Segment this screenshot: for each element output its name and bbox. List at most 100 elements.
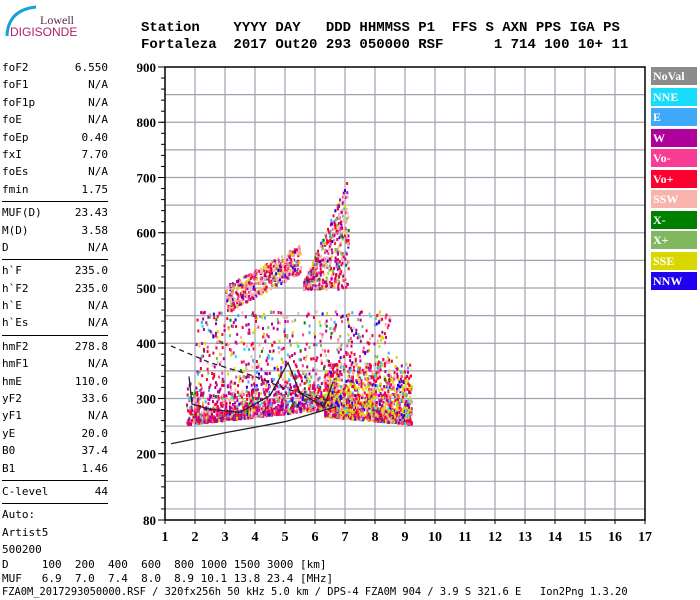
echo-point [340, 402, 343, 406]
echo-point [231, 282, 234, 286]
echo-point [206, 323, 209, 327]
echo-point [308, 345, 311, 349]
echo-point [221, 384, 224, 387]
echo-point [280, 396, 283, 400]
echo-point [293, 401, 296, 405]
echo-point [270, 270, 273, 273]
echo-point [242, 375, 245, 379]
echo-point [296, 394, 299, 398]
echo-point [252, 285, 255, 289]
echo-point [379, 387, 382, 390]
echo-point [186, 405, 189, 409]
echo-point [320, 344, 322, 348]
echo-point [382, 393, 385, 397]
echo-point [389, 319, 392, 323]
echo-point [253, 291, 256, 295]
echo-point [321, 335, 324, 339]
echo-point [239, 413, 242, 417]
echo-point [374, 354, 377, 358]
echo-point [310, 357, 313, 361]
echo-point [351, 391, 354, 395]
echo-point [323, 251, 326, 255]
echo-point [376, 395, 379, 399]
echo-point [260, 412, 263, 416]
echo-point [374, 384, 377, 388]
echo-point [317, 260, 320, 264]
echo-point [327, 375, 330, 379]
echo-point [344, 204, 346, 208]
echo-point [202, 391, 205, 395]
echo-point [338, 265, 340, 269]
echo-point [348, 387, 350, 391]
echo-point [283, 375, 286, 379]
echo-point [248, 331, 251, 335]
echo-point [345, 239, 348, 243]
echo-point [284, 266, 286, 270]
echo-point [361, 412, 364, 416]
echo-point [240, 395, 243, 399]
echo-point [264, 316, 266, 320]
echo-point [409, 408, 412, 412]
echo-point [246, 412, 249, 416]
echo-point [383, 332, 386, 336]
echo-point [237, 294, 240, 298]
echo-point [281, 399, 284, 403]
echo-point [289, 411, 292, 415]
echo-point [288, 378, 291, 382]
echo-point [241, 311, 244, 315]
echo-point [331, 367, 334, 371]
echo-point [349, 340, 352, 344]
echo-point [208, 313, 211, 317]
echo-point [308, 387, 311, 391]
echo-point [377, 376, 380, 380]
echo-point [351, 311, 354, 315]
echo-point [393, 384, 396, 388]
echo-point [404, 401, 407, 405]
echo-point [277, 260, 280, 264]
echo-point [285, 406, 287, 410]
echo-point [225, 405, 227, 409]
echo-point [246, 409, 249, 413]
echo-point [393, 420, 396, 424]
echo-point [381, 409, 384, 413]
echo-point [317, 384, 320, 388]
echo-point [354, 362, 357, 366]
echo-point [260, 291, 263, 294]
echo-point [283, 378, 286, 382]
echo-point [384, 370, 387, 373]
echo-point [359, 413, 362, 417]
echo-point [386, 417, 389, 421]
echo-point [363, 391, 366, 395]
echo-point [349, 415, 352, 419]
echo-point [216, 405, 219, 409]
echo-point [315, 392, 318, 396]
echo-point [330, 399, 333, 403]
echo-point [344, 282, 347, 286]
footer-file-info: FZA0M_2017293050000.RSF / 320fx256h 50 k… [2, 586, 628, 598]
echo-point [286, 381, 289, 385]
echo-point [328, 385, 331, 389]
echo-point [297, 263, 300, 267]
echo-point [353, 414, 356, 417]
echo-point [235, 409, 238, 413]
echo-point [307, 283, 310, 287]
echo-point [344, 414, 347, 418]
echo-point [347, 333, 350, 337]
echo-point [350, 375, 353, 379]
echo-point [344, 250, 347, 254]
echo-point [304, 398, 306, 402]
echo-point [362, 407, 365, 411]
echo-point [293, 248, 296, 252]
echo-point [334, 415, 337, 419]
echo-point [383, 364, 386, 368]
echo-point [288, 263, 291, 267]
param-value: 6.550 [74, 61, 108, 74]
echo-point [253, 328, 256, 332]
echo-point [197, 397, 199, 401]
echo-point [336, 250, 339, 254]
echo-point [309, 282, 312, 286]
echo-point [346, 410, 349, 414]
echo-point [330, 379, 333, 383]
echo-point [389, 317, 392, 321]
echo-point [335, 375, 338, 379]
